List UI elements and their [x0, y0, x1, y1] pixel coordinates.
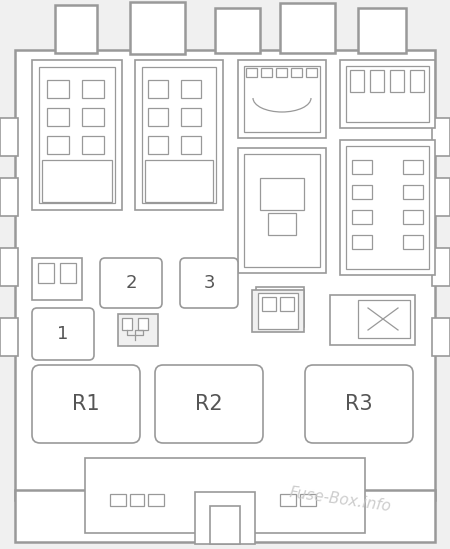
- Bar: [252, 290, 304, 332]
- Bar: [346, 146, 429, 269]
- Bar: [122, 318, 132, 330]
- FancyBboxPatch shape: [32, 365, 140, 443]
- Bar: [246, 68, 257, 77]
- Bar: [340, 60, 435, 128]
- Bar: [432, 118, 450, 156]
- Text: Fuse-Box.info: Fuse-Box.info: [288, 485, 392, 514]
- Bar: [432, 318, 450, 356]
- Bar: [148, 494, 164, 506]
- Bar: [410, 70, 424, 92]
- Bar: [0, 178, 18, 216]
- Bar: [55, 5, 97, 53]
- Bar: [60, 263, 76, 283]
- Bar: [352, 185, 372, 199]
- Bar: [15, 490, 435, 542]
- Bar: [258, 293, 298, 329]
- Bar: [0, 318, 18, 356]
- Bar: [47, 108, 69, 126]
- Bar: [282, 292, 298, 306]
- Bar: [0, 118, 18, 156]
- Bar: [370, 70, 384, 92]
- Bar: [0, 248, 18, 286]
- Bar: [210, 506, 240, 544]
- Bar: [358, 300, 410, 338]
- Bar: [352, 235, 372, 249]
- FancyBboxPatch shape: [100, 258, 162, 308]
- FancyBboxPatch shape: [32, 308, 94, 360]
- Bar: [432, 178, 450, 216]
- Bar: [262, 297, 276, 311]
- Bar: [238, 60, 326, 138]
- Bar: [15, 50, 435, 500]
- Bar: [110, 494, 126, 506]
- Bar: [181, 136, 201, 154]
- Bar: [352, 160, 372, 174]
- Bar: [38, 263, 54, 283]
- Bar: [148, 136, 168, 154]
- Bar: [280, 494, 296, 506]
- Bar: [276, 68, 287, 77]
- Bar: [403, 185, 423, 199]
- Text: 2: 2: [125, 274, 137, 292]
- Bar: [403, 160, 423, 174]
- Bar: [340, 140, 435, 275]
- Bar: [403, 210, 423, 224]
- Bar: [280, 297, 294, 311]
- Bar: [238, 148, 326, 273]
- Bar: [330, 295, 415, 345]
- Bar: [346, 66, 429, 122]
- Bar: [42, 160, 112, 202]
- Text: 1: 1: [57, 325, 69, 343]
- Bar: [145, 160, 213, 202]
- Bar: [195, 492, 255, 544]
- Bar: [256, 287, 304, 327]
- Bar: [244, 66, 320, 132]
- Bar: [260, 292, 276, 306]
- Bar: [268, 213, 296, 235]
- Text: R3: R3: [345, 394, 373, 414]
- Bar: [300, 494, 316, 506]
- Bar: [306, 68, 317, 77]
- Bar: [358, 8, 406, 53]
- Bar: [403, 235, 423, 249]
- Text: R1: R1: [72, 394, 100, 414]
- Bar: [135, 60, 223, 210]
- Bar: [352, 210, 372, 224]
- Bar: [142, 67, 216, 203]
- Bar: [82, 80, 104, 98]
- Bar: [138, 318, 148, 330]
- Text: R2: R2: [195, 394, 223, 414]
- Bar: [291, 68, 302, 77]
- Bar: [118, 314, 158, 346]
- Bar: [390, 70, 404, 92]
- Bar: [47, 136, 69, 154]
- Bar: [82, 108, 104, 126]
- Bar: [432, 248, 450, 286]
- Bar: [130, 2, 185, 54]
- Bar: [215, 8, 260, 53]
- Bar: [32, 258, 82, 300]
- FancyBboxPatch shape: [155, 365, 263, 443]
- Bar: [148, 108, 168, 126]
- Bar: [350, 70, 364, 92]
- Bar: [85, 458, 365, 533]
- Bar: [181, 80, 201, 98]
- Bar: [130, 494, 144, 506]
- Text: 3: 3: [203, 274, 215, 292]
- Bar: [280, 3, 335, 53]
- FancyBboxPatch shape: [305, 365, 413, 443]
- Bar: [47, 80, 69, 98]
- Bar: [260, 178, 304, 210]
- Bar: [39, 67, 115, 203]
- Bar: [181, 108, 201, 126]
- Bar: [82, 136, 104, 154]
- FancyBboxPatch shape: [180, 258, 238, 308]
- Bar: [32, 60, 122, 210]
- Bar: [148, 80, 168, 98]
- Bar: [261, 68, 272, 77]
- Bar: [244, 154, 320, 267]
